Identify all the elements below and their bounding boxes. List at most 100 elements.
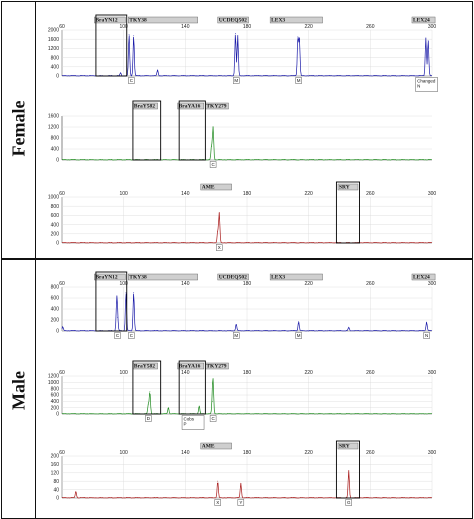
panel-1-2-trace	[61, 470, 433, 499]
panel-1-2-marker-bar	[337, 442, 359, 450]
panel-1-1-peak-label-box	[145, 415, 152, 422]
panel-1-0-peak-point	[235, 324, 237, 325]
panel-0-2-x-tick-label: 300	[428, 191, 437, 197]
panel-0-2-y-tick-label: 0	[56, 241, 59, 247]
panel-0-2-marker-label: AME	[202, 185, 215, 191]
panel-0-0-marker-label: UCDEQ502	[219, 18, 247, 24]
panel-1-0-peak-label: M	[297, 333, 301, 338]
panel-1-2-y-tick-label: 80	[53, 479, 59, 485]
panel-1-0-marker-label: LEX24	[413, 275, 430, 281]
panel-1-2-marker-label: SRY	[339, 444, 350, 450]
panel-0-2-y-tick-label: 1000	[48, 195, 59, 201]
panel-0-0-x-tick-label: 100	[119, 24, 128, 30]
panel-1-2-highlight-box	[335, 440, 360, 499]
panel-1-0-x-tick-label: 100	[119, 281, 128, 287]
panel-1-2-peak-label-box	[214, 499, 221, 506]
panel-1-1-peak-label: C	[211, 416, 215, 421]
panel-1-0-y-tick-label: 400	[51, 307, 60, 313]
panel-1-1-callout-label: P	[184, 422, 187, 427]
panel-1-2-x-tick-label: 140	[181, 450, 190, 456]
panel-1-2-peak-label: X	[216, 500, 219, 505]
panel-0-1-highlight-box	[178, 100, 206, 161]
panel-1-0-peak-point	[125, 292, 127, 293]
panel-1-0-peak-point	[133, 292, 135, 293]
panel-1-0-y-tick-label: 0	[56, 329, 59, 335]
panel-1-1-x-tick-label: 260	[366, 370, 375, 376]
panel-1-2-y-tick-label: 120	[51, 471, 60, 477]
panel-1-2-y-tick-label: 160	[51, 462, 60, 468]
panel-0-2-x-tick-label: 60	[59, 191, 65, 197]
panel-0-0-callout-box	[415, 77, 438, 92]
panel-0-0-marker-bar	[94, 16, 126, 24]
panel-1-2-peak-label-box	[237, 499, 245, 506]
panel-0-0-x-tick-label: 260	[366, 24, 375, 30]
female-label-column	[1, 1, 36, 259]
panel-0-0-peak-point	[425, 37, 427, 39]
panel-1-1-peak-point	[167, 407, 169, 409]
panel-0-1-peak-point	[212, 126, 214, 128]
panel-1-0-peak-point	[298, 321, 300, 323]
panel-0-0-y-tick-label: 800	[51, 55, 60, 61]
panel-1-0-peak-label-box	[233, 332, 240, 339]
panel-0-1-y-tick-label: 0	[56, 158, 59, 164]
panel-1-1-y-tick-label: 0	[56, 412, 59, 418]
panel-1-1-y-tick-label: 600	[51, 393, 60, 399]
panel-0-0-peak-point	[427, 39, 429, 41]
panel-1-1-trace	[61, 378, 433, 415]
panel-1-1-peak-point	[149, 391, 151, 393]
panel-0-0-y-tick-label: 1200	[48, 46, 59, 52]
panel-0-0-peak-point	[128, 34, 130, 35]
panel-1-2-x-tick-label: 220	[304, 450, 313, 456]
panel-0-2-y-tick-label: 800	[51, 204, 60, 210]
panel-0-0-peak-point	[133, 35, 135, 37]
panel-1-1-peak-point	[212, 383, 214, 385]
panel-0-2-marker-label: SRY	[339, 185, 350, 191]
panel-0-1-trace	[61, 126, 433, 161]
panel-1-2-y-tick-label: 0	[56, 496, 59, 502]
panel-1-1-peak-point	[211, 400, 213, 402]
panel-1-0-x-tick-label: 260	[366, 281, 375, 287]
panel-1-0-y-tick-label: 600	[51, 296, 60, 302]
panel-1-2-peak-point	[217, 480, 219, 482]
panel-1-0-x-tick-label: 300	[428, 281, 437, 287]
panel-1-0-peak-point	[116, 302, 118, 304]
panel-0-2-marker-bar	[200, 183, 232, 191]
panel-0-0-x-tick-label: 220	[304, 24, 313, 30]
panel-0-0-marker-label: TKY38	[129, 18, 147, 24]
panel-1-0-marker-bar	[411, 273, 436, 281]
panel-1-0-peak-label-box	[114, 332, 121, 339]
panel-1-2-x-tick-label: 180	[243, 450, 252, 456]
panel-1-0-peak-label: N	[425, 333, 428, 338]
panel-1-2-x-tick-label: 260	[366, 450, 375, 456]
panel-0-0-y-tick-label: 0	[56, 74, 59, 80]
panel-0-0-peak-point	[297, 36, 299, 38]
panel-1-1-y-tick-label: 1200	[48, 374, 59, 380]
panel-0-2-x-tick-label: 220	[304, 191, 313, 197]
panel-1-1-marker-label: TKY279	[206, 364, 226, 370]
panel-0-1-y-tick-label: 1600	[48, 114, 59, 120]
panel-0-0-peak-label: M	[234, 78, 238, 83]
panel-1-0-highlight-box	[95, 271, 128, 332]
panel-0-2-y-tick-label: 200	[51, 232, 60, 238]
panel-0-1-marker-label: BraY582	[134, 104, 155, 110]
panel-0-0-peak-label: M	[297, 78, 301, 83]
panel-0-0-x-tick-label: 180	[243, 24, 252, 30]
panel-1-0-marker-bar	[94, 273, 126, 281]
panel-1-0-marker-label: TKY38	[129, 275, 147, 281]
panel-0-0-marker-label: LEX3	[271, 18, 285, 24]
panel-0-0-peak-point	[120, 72, 121, 74]
panel-1-2-y-tick-label: 40	[53, 487, 59, 493]
panel-1-2-peak-label-box	[345, 499, 352, 506]
panel-0-2-x-tick-label: 100	[119, 191, 128, 197]
panel-0-0-y-tick-label: 2000	[48, 28, 59, 34]
panel-1-0-peak-point	[62, 326, 64, 328]
panel-1-2-x-tick-label: 100	[119, 450, 128, 456]
panel-0-0-marker-label: LEX24	[413, 18, 430, 24]
panel-1-0-peak-point	[117, 316, 118, 318]
panel-0-0-y-tick-label: 400	[51, 65, 60, 71]
panel-0-1-y-tick-label: 800	[51, 136, 60, 142]
panel-0-2-peak-label-box	[216, 244, 223, 251]
panel-0-0-peak-label-box	[128, 77, 135, 84]
panel-1-1-marker-bar	[177, 362, 205, 370]
